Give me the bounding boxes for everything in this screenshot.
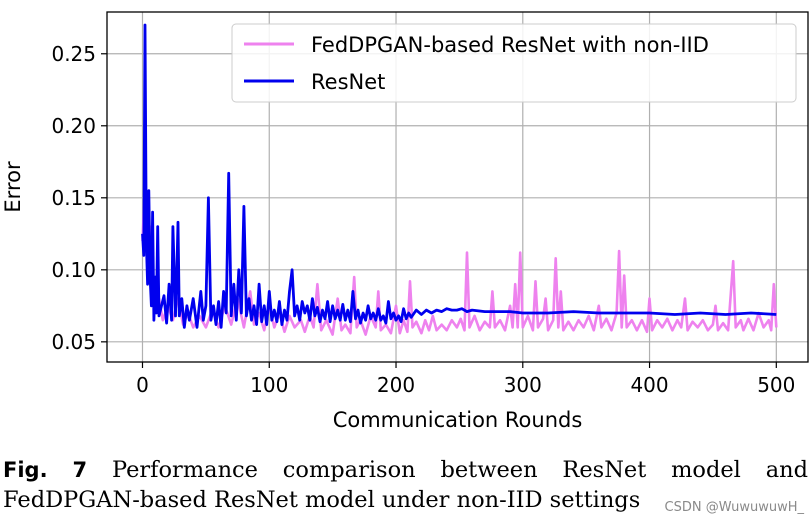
y-tick-label: 0.10 <box>51 258 96 282</box>
y-tick-label: 0.05 <box>51 330 96 354</box>
watermark: CSDN @WuwuwuwH_ <box>662 500 806 515</box>
x-tick-label: 0 <box>136 373 149 397</box>
y-axis-ticks: 0.05 0.10 0.15 0.20 0.25 <box>51 42 107 354</box>
x-tick-label: 300 <box>504 373 542 397</box>
x-tick-label: 400 <box>630 373 668 397</box>
y-tick-label: 0.15 <box>51 186 96 210</box>
plot-frame <box>106 11 809 363</box>
y-axis-label: Error <box>1 161 25 213</box>
x-tick-label: 200 <box>377 373 415 397</box>
x-axis-label: Communication Rounds <box>333 408 583 432</box>
legend-label-feddpgan: FedDPGAN-based ResNet with non-IID <box>311 33 709 57</box>
y-tick-label: 0.25 <box>51 42 96 66</box>
legend-box <box>231 23 797 103</box>
series-line-feddpgan <box>141 182 778 336</box>
x-tick-label: 100 <box>250 373 288 397</box>
figure-caption: Fig. 7 Performance comparison between Re… <box>3 455 808 515</box>
line-chart: 0 100 200 300 400 500 0.05 0.10 0.15 0.20 0.25 Co… <box>1 11 809 432</box>
legend: FedDPGAN-based ResNet with non-IID ResNe… <box>231 23 797 103</box>
figure-number: Fig. 7 <box>3 458 88 482</box>
series-layer <box>141 23 778 336</box>
y-tick-label: 0.20 <box>51 114 96 138</box>
series-line-resnet <box>141 23 777 329</box>
x-axis-ticks: 0 100 200 300 400 500 <box>136 362 795 397</box>
x-tick-label: 500 <box>757 373 795 397</box>
caption-text: Performance comparison between ResNet mo… <box>3 457 808 513</box>
legend-label-resnet: ResNet <box>311 70 385 94</box>
